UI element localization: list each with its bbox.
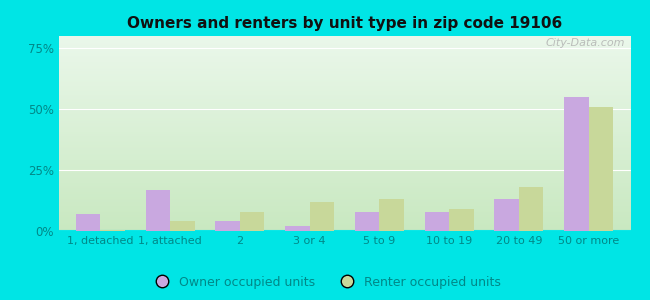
Bar	[170, 221, 194, 231]
Bar	[309, 202, 334, 231]
Bar	[285, 226, 309, 231]
Title: Owners and renters by unit type in zip code 19106: Owners and renters by unit type in zip c…	[127, 16, 562, 31]
Bar	[355, 212, 380, 231]
Bar	[215, 221, 240, 231]
Bar	[495, 199, 519, 231]
Bar	[589, 107, 613, 231]
Legend: Owner occupied units, Renter occupied units: Owner occupied units, Renter occupied un…	[144, 271, 506, 294]
Bar	[564, 97, 589, 231]
Bar	[76, 214, 100, 231]
Bar	[519, 187, 543, 231]
Text: City-Data.com: City-Data.com	[545, 38, 625, 48]
Bar	[380, 199, 404, 231]
Bar	[424, 212, 449, 231]
Bar	[449, 209, 474, 231]
Bar	[146, 190, 170, 231]
Bar	[100, 230, 125, 231]
Bar	[240, 212, 265, 231]
